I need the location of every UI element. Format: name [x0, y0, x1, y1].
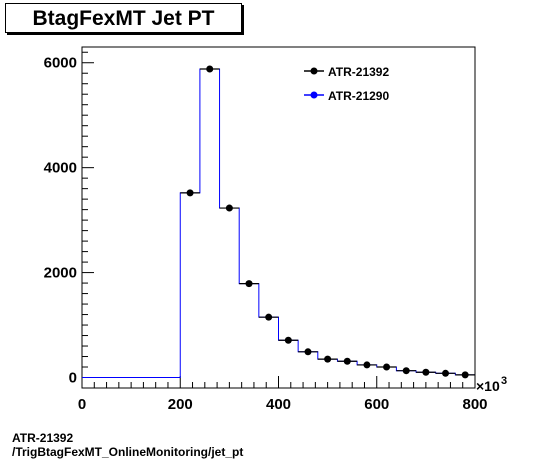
series-atr-21392-point — [461, 371, 469, 379]
x-axis-multiplier-exponent: 3 — [501, 375, 507, 387]
x-tick-label: 0 — [78, 396, 86, 413]
x-tick-label: 200 — [168, 396, 193, 413]
series-atr-21392-point — [265, 313, 273, 321]
legend-label-atr-21290: ATR-21290 — [328, 89, 389, 103]
legend-marker-atr-21392 — [310, 67, 318, 75]
y-tick-label: 4000 — [44, 160, 77, 177]
series-atr-21392-point — [402, 367, 410, 375]
footer-run-label: ATR-21392 — [12, 431, 74, 445]
x-tick-label: 800 — [462, 396, 487, 413]
chart-title: BtagFexMT Jet PT — [32, 7, 215, 30]
title-box: BtagFexMT Jet PT — [5, 3, 242, 33]
x-tick-label: 600 — [364, 396, 389, 413]
footer-path-label: /TrigBtagFexMT_OnlineMonitoring/jet_pt — [12, 445, 244, 459]
legend-marker-atr-21290 — [310, 91, 318, 99]
series-atr-21290-line — [82, 68, 475, 379]
series-atr-21392-point — [383, 363, 391, 371]
series-atr-21392-point — [324, 355, 332, 363]
series-atr-21392-point — [186, 189, 194, 197]
legend-label-atr-21392: ATR-21392 — [328, 65, 389, 79]
histogram-plot: 0 200 400 600 800 ×10 3 0 2000 4000 6000 ATR-21392 A… — [44, 46, 507, 413]
series-atr-21392-point — [284, 336, 292, 344]
series-atr-21392-point — [343, 357, 351, 365]
x-tick-label: 400 — [266, 396, 291, 413]
y-tick-label: 0 — [69, 370, 77, 387]
y-tick-label: 2000 — [44, 265, 77, 282]
x-axis-multiplier: ×10 — [476, 378, 500, 394]
series-atr-21392-point — [304, 348, 312, 356]
series-atr-21392-point — [363, 361, 371, 369]
series-atr-21392-point — [245, 280, 253, 288]
series-atr-21392-point — [422, 368, 430, 376]
series-atr-21392-point — [442, 369, 450, 377]
series-atr-21392-point — [225, 204, 233, 212]
series-atr-21392-point — [206, 65, 214, 73]
y-tick-label: 6000 — [44, 55, 77, 72]
